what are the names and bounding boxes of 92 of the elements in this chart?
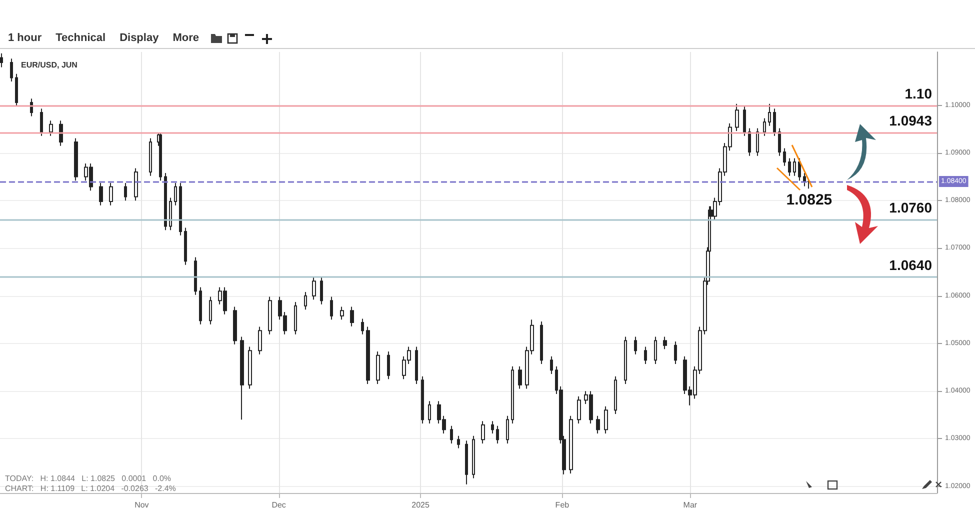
- candlestick: [312, 276, 316, 300]
- candlestick: [421, 376, 424, 424]
- candlestick: [149, 138, 152, 176]
- candlestick: [496, 425, 499, 444]
- candlestick: [634, 336, 637, 355]
- candlestick: [164, 172, 167, 231]
- ref-line-label: 1.0640: [889, 256, 932, 273]
- candlestick: [481, 420, 485, 444]
- candlestick: [506, 415, 509, 444]
- candlestick: [376, 351, 380, 384]
- annotation: CHART: H: 1.1109 L: 1.0204 -0.0263 -2.4%: [5, 484, 176, 493]
- candlestick: [596, 415, 600, 434]
- ref-line-label: 1.0760: [889, 200, 932, 216]
- text: 1 hour: [8, 32, 42, 44]
- candlestick: [614, 376, 617, 414]
- candlestick: [783, 148, 786, 166]
- x-tick-label: Dec: [272, 500, 286, 510]
- candlestick: [0, 52, 3, 68]
- candlestick: [184, 227, 187, 266]
- candlestick: [518, 366, 522, 390]
- candlestick: [304, 292, 307, 310]
- candlestick: [99, 182, 103, 206]
- candlestick: [457, 435, 460, 449]
- candlestick: [763, 118, 766, 136]
- candlestick: [240, 336, 244, 420]
- ref-line-label: 1.10: [904, 85, 932, 102]
- candlestick: [340, 306, 344, 320]
- candlestick: [773, 108, 776, 136]
- candlestick: [174, 182, 177, 206]
- candlestick: [663, 336, 667, 350]
- candlestick: [40, 108, 43, 136]
- text: More: [172, 32, 199, 44]
- candlestick: [788, 158, 791, 176]
- candlestick: [748, 128, 751, 156]
- candlestick: [511, 366, 514, 424]
- candlestick: [768, 103, 771, 126]
- candlestick: [778, 128, 781, 156]
- candlestick: [550, 356, 553, 374]
- candlestick: [540, 321, 543, 364]
- candlestick: [350, 306, 354, 327]
- x-tick-label: Nov: [134, 500, 149, 510]
- candlestick: [366, 326, 370, 384]
- candlestick: [74, 138, 78, 182]
- candlestick: [294, 302, 297, 335]
- candlestick: [209, 296, 212, 325]
- candlestick: [415, 346, 418, 384]
- candlestick: [624, 336, 627, 384]
- candlestick: [674, 341, 677, 364]
- annotation: 1.0825: [786, 192, 832, 209]
- candlestick: [465, 440, 468, 485]
- candlestick: [450, 425, 453, 444]
- text: EUR/USD, JUN: [21, 60, 78, 70]
- candlestick: [743, 106, 746, 136]
- candlestick: [644, 346, 647, 364]
- candlestick: [169, 197, 172, 231]
- candlestick: [159, 132, 162, 182]
- ref-line-label: 1.0943: [889, 112, 932, 128]
- candlestick: [361, 318, 364, 335]
- candlestick: [472, 435, 475, 479]
- candlestick: [233, 306, 237, 345]
- candlestick: [604, 406, 608, 434]
- candlestick: [194, 256, 197, 296]
- candlestick: [756, 128, 759, 156]
- annotation: TODAY: H: 1.0844 L: 1.0825 0.0001 0.0%: [5, 474, 172, 483]
- candlestick: [258, 326, 262, 355]
- candlestick: [577, 396, 581, 424]
- candlestick: [15, 73, 18, 107]
- candlestick: [59, 120, 63, 146]
- candlestick: [109, 182, 113, 206]
- x-tick-label: 2025: [412, 500, 430, 510]
- candlestick: [793, 158, 796, 176]
- x-tick-label: Feb: [555, 500, 570, 510]
- candlestick: [268, 296, 272, 335]
- candlestick: [387, 351, 390, 380]
- candlestick: [134, 168, 138, 202]
- candlestick: [320, 276, 323, 305]
- candlestick: [199, 286, 202, 325]
- candlestick: [428, 400, 431, 424]
- candlestick: [330, 296, 333, 320]
- candlestick: [735, 103, 739, 132]
- candlestick: [10, 58, 13, 82]
- candlestick: [248, 346, 252, 390]
- text: Technical: [56, 32, 106, 44]
- text: Display: [120, 32, 159, 44]
- candlestick: [491, 420, 494, 434]
- candlestick: [179, 182, 182, 236]
- x-tick-label: Mar: [683, 500, 698, 510]
- candlestick: [798, 158, 801, 182]
- candlestick: [654, 336, 657, 364]
- candlestick: [569, 415, 573, 474]
- candlestick: [124, 182, 127, 202]
- candlestick: [49, 120, 53, 136]
